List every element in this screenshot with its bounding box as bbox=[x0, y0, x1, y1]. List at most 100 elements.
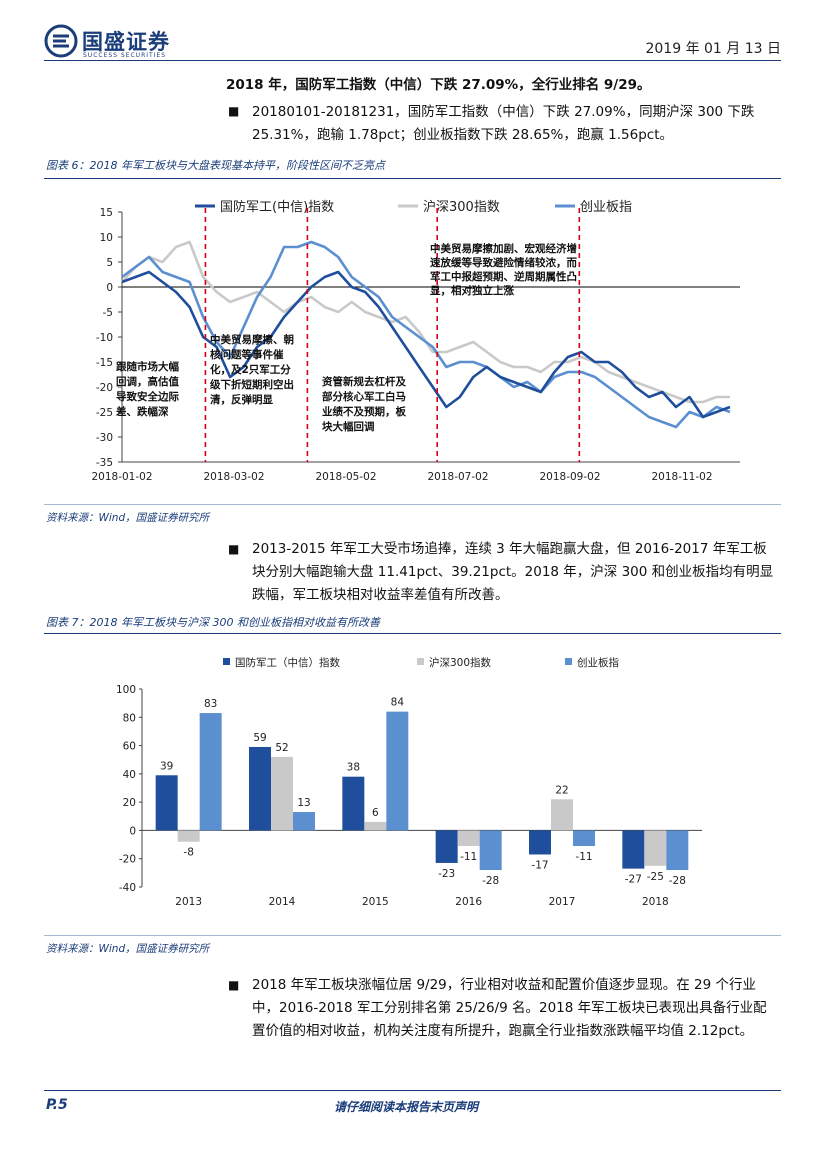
page-number: P.5 bbox=[46, 1097, 68, 1113]
middle-line-1: 2013-2015 年军工大受市场追捧，连续 3 年大幅跑赢大盘，但 2016-… bbox=[252, 541, 767, 557]
closing-line-3: 置价值的相对收益，机构关注度有所提升，跑赢全行业指数涨跌幅平均值 2.12pct… bbox=[252, 1023, 754, 1039]
bullet-marker: ■ bbox=[228, 104, 240, 118]
figure7-top-rule bbox=[44, 633, 781, 634]
y-tick-label: 40 bbox=[123, 769, 136, 781]
data-label: 39 bbox=[160, 760, 173, 772]
legend-label-chinext: 创业板指 bbox=[577, 656, 619, 669]
x-tick-label: 2018-09-02 bbox=[539, 471, 600, 483]
y-tick-label: -40 bbox=[119, 882, 136, 894]
figure6-bottom-rule bbox=[44, 504, 781, 505]
bar-defense bbox=[155, 775, 178, 831]
y-tick-label: 5 bbox=[106, 257, 113, 269]
x-tick-label: 2018-07-02 bbox=[427, 471, 488, 483]
data-label: -17 bbox=[531, 859, 548, 871]
data-label: -25 bbox=[647, 871, 664, 883]
bar-defense bbox=[622, 830, 645, 869]
bar-csi300 bbox=[644, 830, 667, 866]
annotation-4: 中美贸易摩擦加剧、宏观经济增速放缓等导致避险情绪较浓，而军工中报超预期、逆周期属… bbox=[430, 243, 577, 297]
bar-chart: 国防军工（中信）指数 沪深300指数 创业板指 100 80 60 40 20 0 -20 -… bbox=[116, 656, 702, 908]
y-tick-label: 60 bbox=[123, 741, 136, 753]
annotation-3: 资管新规去杠杆及部分核心军工白马业绩不及预期，板块大幅回调 bbox=[322, 376, 406, 433]
data-label: 6 bbox=[372, 807, 379, 819]
bar-defense bbox=[435, 830, 458, 863]
bar-defense bbox=[529, 830, 551, 855]
logo-mark-icon bbox=[44, 24, 78, 58]
legend-label-csi300: 沪深300指数 bbox=[429, 656, 492, 669]
data-label: 84 bbox=[391, 697, 405, 709]
x-tick-label: 2017 bbox=[549, 896, 576, 908]
data-label: 13 bbox=[297, 797, 310, 809]
data-label: -23 bbox=[438, 868, 455, 880]
bar-csi300 bbox=[364, 821, 387, 831]
bar-chinext bbox=[666, 830, 689, 871]
data-label: -11 bbox=[460, 851, 477, 863]
logo-subtitle: SUCCESS SECURITIES bbox=[83, 52, 167, 59]
data-label: 59 bbox=[253, 732, 266, 744]
middle-line-2: 块分别大幅跑输大盘 11.41pct、39.21pct。2018 年，沪深 30… bbox=[252, 564, 774, 580]
figure6-top-rule bbox=[44, 178, 781, 179]
bar-chinext bbox=[386, 711, 409, 831]
bar-chinext bbox=[573, 830, 595, 846]
x-tick-label: 2018-11-02 bbox=[651, 471, 712, 483]
data-label: -27 bbox=[625, 874, 642, 886]
figure7-source: 资料来源：Wind，国盛证券研究所 bbox=[46, 943, 210, 955]
x-tick-label: 2016 bbox=[455, 896, 482, 908]
y-tick-label: 0 bbox=[129, 825, 136, 837]
y-tick-label: 20 bbox=[123, 797, 136, 809]
bar-chinext bbox=[199, 713, 222, 831]
figure6-caption: 图表 6：2018 年军工板块与大盘表现基本持平，阶段性区间不乏亮点 bbox=[46, 159, 385, 172]
data-label: 22 bbox=[555, 784, 568, 796]
bar-defense bbox=[342, 776, 365, 831]
closing-line-1: 2018 年军工板块涨幅位居 9/29，行业相对收益和配置价值逐步显现。在 29… bbox=[252, 977, 757, 993]
x-tick-label: 2018-05-02 bbox=[315, 471, 376, 483]
footer-disclaimer: 请仔细阅读本报告末页声明 bbox=[334, 1100, 479, 1114]
x-tick-label: 2018-03-02 bbox=[203, 471, 264, 483]
footer-rule bbox=[44, 1090, 781, 1091]
data-label: -11 bbox=[575, 851, 592, 863]
y-tick-label: -20 bbox=[96, 382, 113, 394]
bar-csi300 bbox=[551, 799, 573, 831]
x-tick-label: 2014 bbox=[269, 896, 296, 908]
line-chart: 国防军工(中信)指数 沪深300指数 创业板指 15 10 5 0 -5 -10 -15 -2… bbox=[91, 199, 740, 483]
header-rule bbox=[44, 60, 781, 61]
section-title: 2018 年，国防军工指数（中信）下跌 27.09%，全行业排名 9/29。 bbox=[226, 77, 651, 93]
y-tick-label: -5 bbox=[103, 307, 113, 319]
annotation-2: 中美贸易摩擦、朝核问题等事件催化，及2只军工分级下折短期利空出清，反弹明显 bbox=[210, 334, 294, 406]
x-tick-label: 2018 bbox=[642, 896, 669, 908]
legend-label-chinext: 创业板指 bbox=[580, 200, 632, 215]
annotation-1: 跟随市场大幅回调，高估值导致安全边际差、跌幅深 bbox=[116, 361, 179, 418]
closing-line-2: 中，2016-2018 军工分别排名第 25/26/9 名。2018 年军工板块… bbox=[252, 1000, 767, 1016]
y-tick-label: 10 bbox=[100, 232, 113, 244]
bar-csi300 bbox=[271, 756, 293, 831]
y-tick-label: -10 bbox=[96, 332, 113, 344]
legend-label-defense: 国防军工（中信）指数 bbox=[235, 656, 340, 669]
bar-csi300 bbox=[177, 830, 200, 842]
bullet-marker: ■ bbox=[228, 978, 240, 992]
y-tick-label: -15 bbox=[96, 357, 113, 369]
summary-line-2: 25.31%，跑输 1.78pct；创业板指数下跌 28.65%，跑赢 1.56… bbox=[252, 127, 674, 143]
data-label: 38 bbox=[347, 762, 360, 774]
middle-line-3: 跌幅，军工板块相对收益率差值有所改善。 bbox=[252, 587, 509, 603]
y-tick-label: 0 bbox=[106, 282, 113, 294]
x-tick-label: 2015 bbox=[362, 896, 389, 908]
x-tick-label: 2013 bbox=[175, 896, 202, 908]
y-tick-label: -30 bbox=[96, 432, 113, 444]
report-date: 2019 年 01 月 13 日 bbox=[645, 41, 781, 57]
data-label: -28 bbox=[669, 875, 686, 887]
bullet-marker: ■ bbox=[228, 542, 240, 556]
legend-label-defense: 国防军工(中信)指数 bbox=[220, 199, 334, 215]
bar-csi300 bbox=[457, 830, 480, 846]
y-tick-label: 15 bbox=[100, 207, 113, 219]
legend-swatch-defense bbox=[223, 658, 230, 665]
bar-defense bbox=[249, 746, 271, 831]
series-line-chinext bbox=[121, 240, 731, 429]
y-tick-label: -35 bbox=[96, 457, 113, 469]
bar-chinext bbox=[293, 812, 315, 831]
x-tick-label: 2018-01-02 bbox=[91, 471, 152, 483]
bar-chinext bbox=[479, 830, 502, 871]
series-line-defense bbox=[121, 270, 731, 419]
y-tick-label: 80 bbox=[123, 712, 136, 724]
y-tick-label: -25 bbox=[96, 407, 113, 419]
y-tick-label: -20 bbox=[119, 854, 136, 866]
legend-swatch-chinext bbox=[565, 658, 572, 665]
